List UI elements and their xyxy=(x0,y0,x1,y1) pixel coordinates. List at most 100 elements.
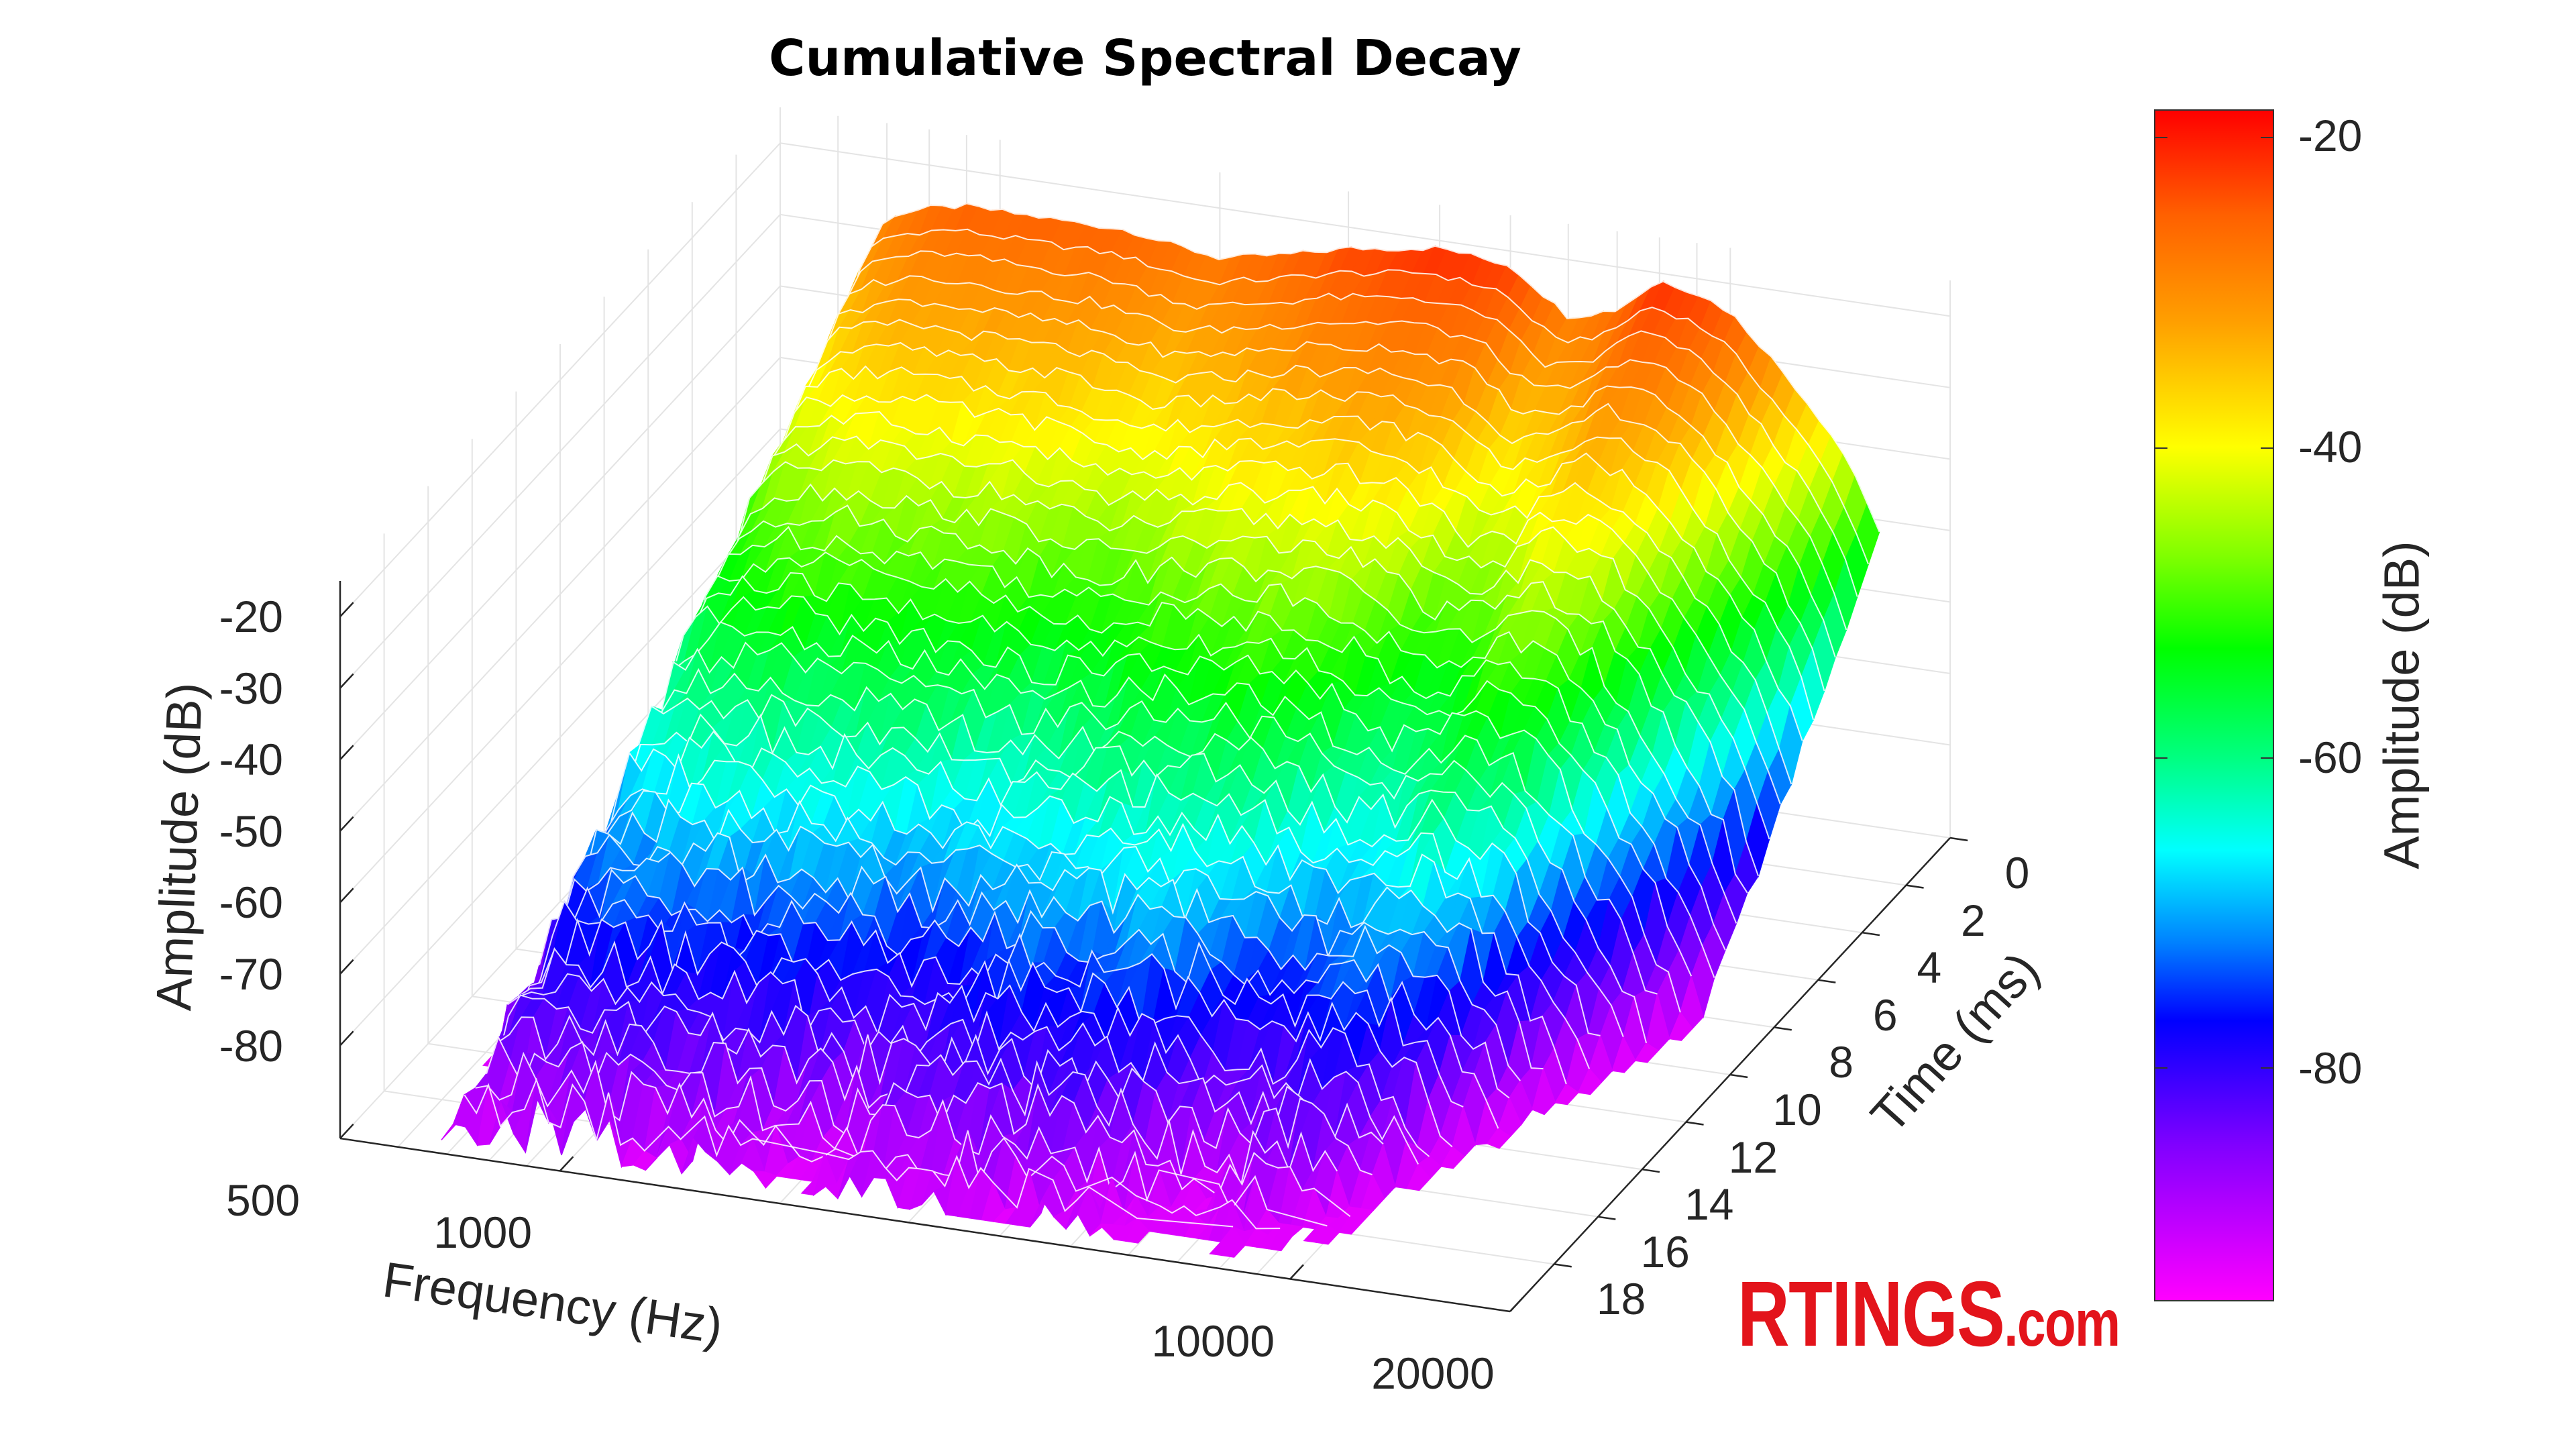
colorbar-tick-label: -60 xyxy=(2298,733,2363,783)
y-tick-label: 0 xyxy=(2004,848,2030,898)
time-slice-line xyxy=(604,713,1591,1069)
x-tick-label: 20000 xyxy=(1371,1348,1495,1398)
y-tick xyxy=(1554,1263,1572,1268)
side-wall-gridline xyxy=(339,142,781,617)
y-tick-label: 4 xyxy=(1917,943,1942,993)
y-tick xyxy=(1729,1073,1748,1079)
z-tick xyxy=(339,1030,354,1046)
x-tick-label: 1000 xyxy=(433,1208,533,1258)
z-tick xyxy=(339,959,354,975)
time-slice-line xyxy=(625,667,1624,1037)
time-slice-line xyxy=(505,940,1384,1145)
time-slice-line xyxy=(592,731,1567,1085)
side-wall-gridline xyxy=(339,285,781,761)
time-slice-line xyxy=(680,526,1726,951)
time-slice-line xyxy=(517,918,1419,1165)
surface-patch xyxy=(1532,1067,1556,1116)
y-tick-label: 10 xyxy=(1772,1085,1822,1134)
z-axis-label: Amplitude (dB) xyxy=(145,681,213,1012)
time-slice-line xyxy=(484,1014,1351,1218)
y-tick-label: 14 xyxy=(1684,1179,1734,1230)
time-slice-line xyxy=(798,228,1870,603)
colorbar-tick-label: -40 xyxy=(2298,421,2363,472)
colorbar-label: Amplitude (dB) xyxy=(2373,541,2430,869)
y-tick-label: 12 xyxy=(1728,1132,1778,1182)
time-slice-line xyxy=(549,851,1464,1108)
side-wall-gridline xyxy=(339,428,781,904)
time-slice-line xyxy=(745,365,1803,741)
time-slice-line xyxy=(765,299,1836,678)
z-tick xyxy=(339,816,354,832)
y-tick-label: 18 xyxy=(1596,1274,1646,1324)
surface-patch xyxy=(1440,1146,1465,1169)
z-tick-label: -70 xyxy=(219,949,283,999)
x-tick-label: 10000 xyxy=(1151,1316,1275,1366)
time-slice-line xyxy=(668,551,1715,978)
time-slice-line xyxy=(614,694,1601,1036)
time-slice-line xyxy=(582,782,1521,1081)
surface-patch xyxy=(1668,1011,1693,1041)
time-slice-line xyxy=(700,459,1760,877)
surface-patch xyxy=(1577,1067,1603,1095)
chart-title: Cumulative Spectral Decay xyxy=(769,30,1521,87)
y-tick-label: 8 xyxy=(1829,1037,1854,1087)
y-tick-label: 6 xyxy=(1872,989,1898,1040)
rtings-logo: RTINGS.com xyxy=(1737,1261,2121,1368)
time-slice-line xyxy=(647,595,1681,1013)
y-tick xyxy=(1862,931,1880,936)
time-slice-line xyxy=(743,341,1815,720)
z-tick xyxy=(339,888,354,904)
time-slice-line xyxy=(657,572,1693,977)
side-wall-gridline xyxy=(339,357,781,832)
back-wall-gridline xyxy=(780,142,1951,317)
y-tick xyxy=(1598,1216,1616,1220)
z-tick xyxy=(339,673,354,689)
x-tick xyxy=(339,1123,354,1139)
y-tick xyxy=(1906,884,1924,889)
time-slice-line xyxy=(722,411,1781,805)
time-slice-line xyxy=(776,275,1847,652)
x-tick-label: 500 xyxy=(225,1175,301,1225)
x-tick xyxy=(559,1156,574,1172)
side-wall-gridline xyxy=(339,500,781,975)
time-slice-line xyxy=(810,203,1880,580)
logo-suffix: .com xyxy=(2004,1286,2121,1360)
time-slice-line xyxy=(678,504,1737,924)
z-tick-label: -40 xyxy=(219,735,283,785)
time-slice-line xyxy=(527,898,1430,1157)
time-slice-line xyxy=(635,621,1658,995)
side-wall-gridline xyxy=(339,214,781,689)
time-slice-line xyxy=(560,832,1499,1129)
time-slice-line xyxy=(712,435,1770,840)
z-tick xyxy=(339,745,354,761)
decay-surface xyxy=(441,202,1880,1258)
z-tick-label: -60 xyxy=(219,877,283,928)
z-tick-label: -20 xyxy=(219,592,283,642)
colorbar-tick-label: -80 xyxy=(2298,1043,2363,1093)
surface-patch xyxy=(1611,1035,1636,1073)
z-tick-label: -80 xyxy=(219,1020,283,1071)
time-slice-line xyxy=(788,250,1858,629)
time-slice-line xyxy=(733,394,1792,785)
z-tick-label: -30 xyxy=(219,663,283,713)
z-tick xyxy=(339,602,354,618)
y-tick xyxy=(1818,979,1836,983)
time-slice-line xyxy=(755,319,1825,704)
z-tick-label: -50 xyxy=(219,806,283,856)
x-tick xyxy=(1289,1264,1304,1280)
colorbar-tick-label: -20 xyxy=(2298,111,2363,161)
y-tick xyxy=(1949,837,1968,842)
y-tick xyxy=(1686,1121,1704,1126)
time-slice-line xyxy=(539,868,1453,1148)
logo-brand: RTINGS xyxy=(1737,1263,2005,1366)
y-tick xyxy=(1642,1168,1660,1173)
time-slice-line xyxy=(690,483,1748,894)
surface-patch xyxy=(1554,1083,1579,1106)
y-tick xyxy=(1774,1026,1792,1031)
surface-patch xyxy=(1406,1163,1432,1191)
colorbar xyxy=(2154,109,2274,1301)
y-tick-label: 2 xyxy=(1961,895,1986,945)
x-tick xyxy=(1509,1296,1524,1312)
surface-patch xyxy=(1634,1042,1660,1063)
